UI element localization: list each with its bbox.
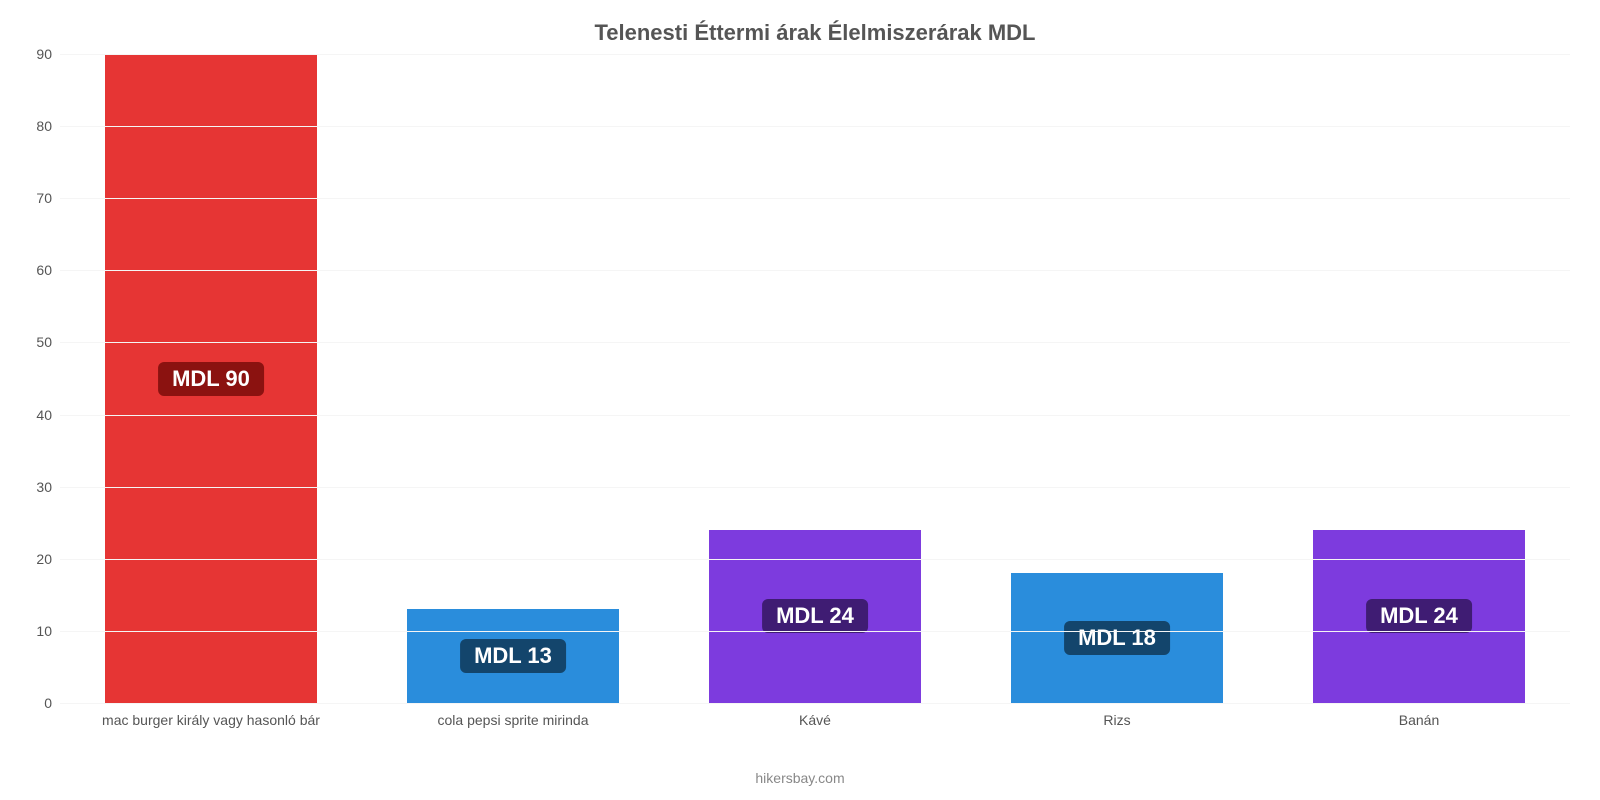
chart-footer: hikersbay.com [0, 770, 1600, 786]
bar-area: MDL 90 MDL 13 MDL 24 MDL 18 MDL 24 [60, 54, 1570, 703]
bar-slot: MDL 24 [664, 54, 966, 703]
gridline [60, 631, 1570, 632]
bar-value-badge: MDL 13 [460, 639, 566, 673]
y-tick-label: 60 [36, 262, 60, 278]
bar-slot: MDL 24 [1268, 54, 1570, 703]
gridline [60, 54, 1570, 55]
gridline [60, 198, 1570, 199]
y-tick-label: 40 [36, 407, 60, 423]
plot-area: MDL 90MDL 13MDL 24MDL 18MDL 24 010203040… [60, 54, 1570, 704]
bar-slot: MDL 13 [362, 54, 664, 703]
category-label: cola pepsi sprite mirinda [362, 712, 664, 728]
gridline [60, 703, 1570, 704]
y-tick-label: 90 [36, 46, 60, 62]
bar: MDL 90 [105, 54, 316, 703]
chart-title: Telenesti Éttermi árak Élelmiszerárak MD… [60, 20, 1570, 46]
gridline [60, 270, 1570, 271]
category-label: Kávé [664, 712, 966, 728]
bar-value-badge: MDL 24 [762, 599, 868, 633]
category-labels: mac burger király vagy hasonló bárcola p… [60, 712, 1570, 728]
bar: MDL 24 [1313, 530, 1524, 703]
y-tick-label: 10 [36, 623, 60, 639]
gridline [60, 415, 1570, 416]
gridline [60, 126, 1570, 127]
gridline [60, 342, 1570, 343]
category-label: Rizs [966, 712, 1268, 728]
bar-slot: MDL 18 [966, 54, 1268, 703]
y-tick-label: 80 [36, 118, 60, 134]
bar: MDL 13 [407, 609, 618, 703]
bar-value-badge: MDL 18 [1064, 621, 1170, 655]
price-bar-chart: Telenesti Éttermi árak Élelmiszerárak MD… [0, 0, 1600, 800]
y-tick-label: 20 [36, 551, 60, 567]
y-tick-label: 50 [36, 334, 60, 350]
y-tick-label: 0 [44, 695, 60, 711]
gridline [60, 487, 1570, 488]
bar-slot: MDL 90 [60, 54, 362, 703]
bar: MDL 18 [1011, 573, 1222, 703]
bar-value-badge: MDL 90 [158, 362, 264, 396]
y-tick-label: 70 [36, 190, 60, 206]
bar: MDL 24 [709, 530, 920, 703]
category-label: Banán [1268, 712, 1570, 728]
bar-value-badge: MDL 24 [1366, 599, 1472, 633]
category-label: mac burger király vagy hasonló bár [60, 712, 362, 728]
y-tick-label: 30 [36, 479, 60, 495]
gridline [60, 559, 1570, 560]
